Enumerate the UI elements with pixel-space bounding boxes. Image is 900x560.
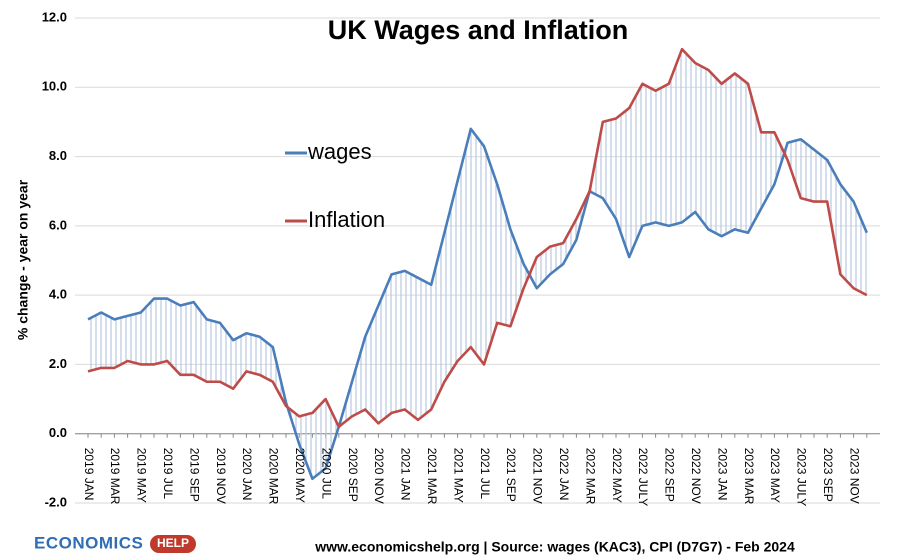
- x-tick-label: 2019 SEP: [187, 448, 201, 502]
- x-tick-label: 2021 MAY: [451, 448, 465, 503]
- x-tick-label: 2020 JUL: [319, 448, 333, 500]
- chart-title: UK Wages and Inflation: [328, 15, 629, 45]
- x-tick-label: 2022 NOV: [689, 448, 703, 504]
- y-axis-label: % change - year on year: [15, 179, 31, 340]
- x-tick-label: 2023 MAR: [742, 448, 756, 505]
- x-tick-label: 2022 MAY: [610, 448, 624, 503]
- x-tick-label: 2019 MAY: [135, 448, 149, 503]
- y-tick-label: 4.0: [49, 287, 67, 302]
- gap-area: [88, 49, 867, 479]
- series-line: [87, 127, 868, 481]
- y-tick-label: 0.0: [49, 425, 67, 440]
- x-tick-label: 2022 JULY: [636, 448, 650, 506]
- x-tick-label: 2020 SEP: [346, 448, 360, 502]
- x-tick-label: 2019 JUL: [161, 448, 175, 500]
- x-tick-label: 2019 MAR: [108, 448, 122, 505]
- x-tick-label: 2021 JAN: [399, 448, 413, 501]
- y-tick-label: 6.0: [49, 217, 67, 232]
- logo-badge-text: HELP: [157, 536, 189, 550]
- x-tick-label: 2021 JUL: [478, 448, 492, 500]
- y-tick-label: 10.0: [42, 79, 67, 94]
- x-tick-label: 2021 MAR: [425, 448, 439, 505]
- logo-text: ECONOMICS: [34, 533, 143, 552]
- x-tick-label: 2019 JAN: [82, 448, 96, 501]
- y-tick-label: 2.0: [49, 356, 67, 371]
- y-tick-label: 12.0: [42, 9, 67, 24]
- x-tick-label: 2022 SEP: [663, 448, 677, 502]
- x-tick-label: 2020 MAY: [293, 448, 307, 503]
- x-tick-label: 2023 NOV: [847, 448, 861, 504]
- legend-label: wages: [307, 139, 372, 164]
- x-tick-label: 2023 JULY: [795, 448, 809, 506]
- logo-badge: [150, 535, 196, 553]
- legend: wages Inflation: [285, 139, 385, 232]
- x-tick-label: 2019 NOV: [214, 448, 228, 504]
- x-tick-label: 2023 JAN: [715, 448, 729, 501]
- gap-shading: [88, 49, 867, 479]
- x-tick-label: 2020 NOV: [372, 448, 386, 504]
- x-tick-label: 2021 NOV: [531, 448, 545, 504]
- x-tick-label: 2022 MAR: [583, 448, 597, 505]
- x-tick-label: 2021 SEP: [504, 448, 518, 502]
- logo: ECONOMICS HELP: [34, 533, 196, 553]
- x-tick-label: 2022 JAN: [557, 448, 571, 501]
- legend-label: Inflation: [308, 207, 385, 232]
- x-tick-label: 2020 MAR: [267, 448, 281, 505]
- x-tick-label: 2023 MAY: [768, 448, 782, 503]
- y-tick-label: -2.0: [45, 494, 67, 509]
- series-line: [87, 47, 868, 429]
- x-tick-label: 2020 JAN: [240, 448, 254, 501]
- lines: [87, 47, 868, 481]
- footer: www.economicshelp.org | Source: wages (K…: [314, 539, 795, 555]
- y-tick-label: 8.0: [49, 148, 67, 163]
- x-tick-label: 2023 SEP: [821, 448, 835, 502]
